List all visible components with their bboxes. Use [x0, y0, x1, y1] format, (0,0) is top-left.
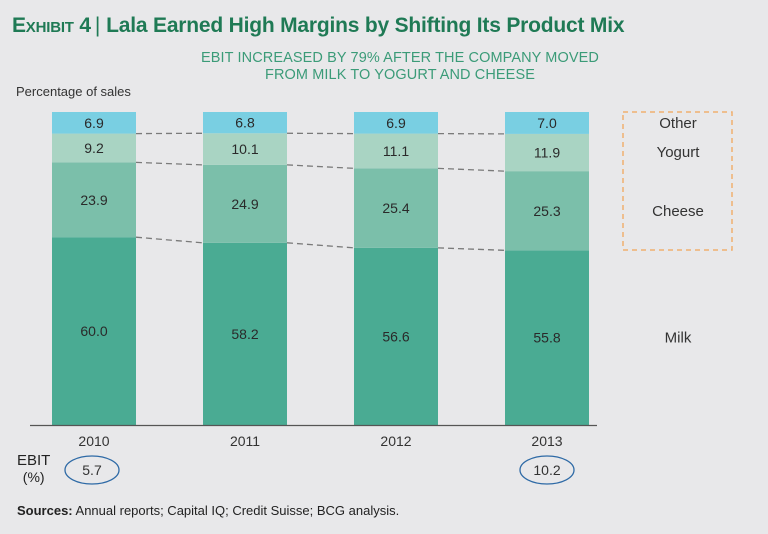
- connector-line-milk: [437, 247, 506, 251]
- bar-segment-other-2010: [52, 112, 136, 134]
- legend-label-yogurt: Yogurt: [657, 144, 701, 161]
- data-label-cheese-2012: 25.4: [382, 200, 409, 216]
- connector-line-milk: [286, 242, 355, 249]
- connector-line-milk: [135, 236, 204, 244]
- data-label-cheese-2011: 24.9: [231, 196, 258, 212]
- bar-segment-yogurt-2011: [203, 133, 287, 165]
- x-tick-label-2011: 2011: [230, 433, 260, 449]
- data-label-cheese-2010: 23.9: [80, 192, 107, 208]
- y-axis-label: Percentage of sales: [16, 84, 131, 99]
- bar-segment-yogurt-2013: [505, 133, 589, 172]
- bar-segment-yogurt-2010: [52, 133, 136, 163]
- sources-text: Annual reports; Capital IQ; Credit Suiss…: [72, 503, 400, 518]
- ebit-value-2010: 5.7: [82, 462, 102, 478]
- title-text: Lala Earned High Margins by Shifting Its…: [106, 14, 625, 37]
- data-label-yogurt-2013: 11.9: [534, 145, 560, 161]
- bar-segment-cheese-2012: [354, 168, 438, 248]
- data-label-other-2012: 6.9: [386, 115, 406, 131]
- ebit-ellipse-2010: [64, 455, 120, 485]
- bar-segment-other-2012: [354, 112, 438, 134]
- subtitle-line-2: FROM MILK TO YOGURT AND CHEESE: [265, 67, 535, 83]
- bar-segment-cheese-2013: [505, 171, 589, 251]
- ebit-ellipse-2013: [519, 455, 575, 485]
- x-tick-label-2012: 2012: [380, 433, 411, 449]
- data-label-milk-2012: 56.6: [382, 328, 409, 344]
- x-tick-label-2013: 2013: [531, 433, 562, 449]
- data-label-milk-2010: 60.0: [80, 323, 107, 339]
- bar-segment-other-2011: [203, 112, 287, 134]
- subtitle-line-1: EBIT INCREASED BY 79% AFTER THE COMPANY …: [201, 50, 599, 66]
- bar-segment-yogurt-2012: [354, 133, 438, 169]
- bar-segment-milk-2012: [354, 247, 438, 425]
- sources-label: Sources:: [17, 503, 73, 518]
- x-tick-label-2010: 2010: [78, 433, 109, 449]
- data-label-other-2013: 7.0: [537, 115, 557, 131]
- connector-line-cheese: [437, 167, 506, 172]
- connector-line-cheese: [286, 164, 355, 169]
- legend-label-other: Other: [659, 115, 697, 132]
- connector-line-cheese: [135, 161, 204, 166]
- bar-segment-cheese-2011: [203, 164, 287, 243]
- data-label-yogurt-2010: 9.2: [84, 140, 104, 156]
- data-label-cheese-2013: 25.3: [533, 203, 560, 219]
- ebit-value-2013: 10.2: [533, 462, 560, 478]
- bar-segment-milk-2013: [505, 250, 589, 425]
- bar-segment-cheese-2010: [52, 162, 136, 238]
- exhibit-number: Exhibit 4: [12, 14, 91, 37]
- data-label-milk-2013: 55.8: [533, 330, 560, 346]
- bar-segment-milk-2011: [203, 242, 287, 425]
- bar-segment-milk-2010: [52, 237, 136, 425]
- title-separator: |: [94, 14, 101, 37]
- bar-segment-other-2013: [505, 112, 589, 134]
- legend-label-cheese: Cheese: [652, 203, 704, 220]
- sources-note: Sources: Annual reports; Capital IQ; Cre…: [17, 503, 399, 518]
- data-label-yogurt-2011: 10.1: [231, 141, 258, 157]
- chart-subtitle: EBIT INCREASED BY 79% AFTER THE COMPANY …: [180, 50, 620, 84]
- data-label-other-2011: 6.8: [235, 115, 255, 131]
- data-label-milk-2011: 58.2: [231, 326, 258, 342]
- data-label-yogurt-2012: 11.1: [383, 143, 409, 159]
- ebit-label: EBIT (%): [17, 452, 51, 486]
- ebit-label-line2: (%): [22, 469, 45, 485]
- ebit-label-line1: EBIT: [17, 452, 51, 469]
- exhibit-title: Exhibit 4 | Lala Earned High Margins by Sh…: [12, 14, 625, 38]
- legend-label-milk: Milk: [665, 330, 692, 347]
- legend-highlight-box: [622, 111, 733, 251]
- data-label-other-2010: 6.9: [84, 115, 104, 131]
